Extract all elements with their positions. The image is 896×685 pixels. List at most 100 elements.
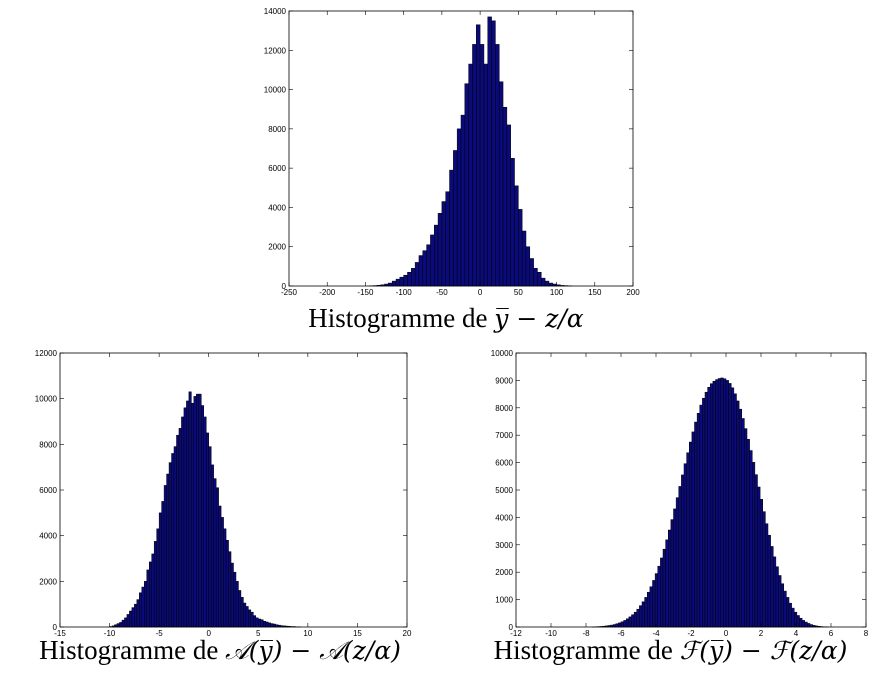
x-tick-label: 0 — [206, 629, 211, 638]
histogram-bar — [491, 20, 496, 287]
histogram-bar — [807, 623, 811, 628]
histogram-bar — [441, 201, 446, 287]
y-tick-label: 2000 — [39, 577, 57, 586]
histogram-bar — [479, 44, 485, 287]
histogram-bar — [681, 474, 685, 628]
histogram-bar — [717, 378, 721, 628]
x-tick-label: 2 — [759, 629, 764, 638]
histogram-bar — [456, 128, 462, 287]
histogram-bar — [205, 432, 209, 628]
histogram-bar — [258, 618, 262, 628]
x-tick-label: -250 — [281, 288, 298, 297]
histogram-bar — [765, 523, 769, 628]
histogram-bar — [699, 404, 703, 628]
histogram-bar — [230, 562, 234, 628]
histogram-bar — [173, 446, 177, 628]
x-tick-label: 20 — [403, 629, 412, 638]
axes-box — [288, 10, 634, 287]
histogram-bar — [121, 619, 125, 628]
histogram-bar — [796, 615, 800, 628]
histogram-bar — [437, 213, 443, 287]
x-tick-label: -10 — [545, 629, 557, 638]
caption-bottom-left-expr: 𝒜(y̅) − 𝒜(z/α) — [225, 636, 401, 665]
x-tick-label: -100 — [396, 288, 413, 297]
histogram-bar — [506, 124, 511, 287]
histogram-bar — [487, 16, 492, 287]
x-tick-label: 0 — [724, 629, 729, 638]
histogram-bar — [647, 591, 651, 628]
histogram-bar — [744, 428, 748, 628]
histogram-bar — [710, 383, 714, 628]
histogram-bar — [156, 528, 160, 628]
histogram-bar — [399, 276, 404, 287]
histogram-bar — [728, 383, 732, 628]
histogram-bar — [804, 621, 808, 628]
y-tick-label: 10000 — [491, 349, 514, 358]
x-tick-label: 15 — [353, 629, 362, 638]
histogram-bar — [183, 407, 187, 628]
y-tick-label: 4000 — [495, 513, 513, 522]
y-tick-label: 1000 — [495, 596, 513, 605]
histogram-bar — [510, 158, 515, 287]
histogram-bar — [131, 607, 135, 628]
x-tick-label: 4 — [794, 629, 799, 638]
y-tick-label: 4000 — [268, 203, 286, 212]
histogram-bar — [641, 601, 645, 628]
y-tick-label: 6000 — [495, 459, 513, 468]
caption-bottom-right-expr: ℱ(y̅) − ℱ(z/α) — [679, 636, 848, 665]
x-tick-label: -15 — [54, 629, 66, 638]
histogram-panel-top: -250 -200 -150 -100 -50 0 50 100 150 200 0 2000 4000… — [236, 0, 656, 345]
y-tick-label: 12000 — [264, 46, 287, 55]
histogram-bar — [191, 402, 195, 628]
histogram-bar — [670, 519, 674, 628]
histogram-bar — [733, 393, 737, 628]
histogram-bar — [233, 571, 237, 628]
histogram-bar — [778, 575, 782, 628]
histogram-bar — [476, 24, 481, 287]
histogram-bar — [683, 463, 687, 628]
histogram-bar — [186, 400, 190, 628]
y-tick-label: 10000 — [35, 395, 58, 404]
histogram-bar — [521, 230, 527, 287]
x-tick-label: -6 — [617, 629, 625, 638]
histogram-bar — [514, 185, 519, 287]
histogram-bar — [725, 380, 729, 628]
x-tick-label: 6 — [829, 629, 834, 638]
histogram-bar — [759, 499, 763, 628]
histogram-bar — [203, 416, 207, 628]
histogram-bar — [633, 611, 637, 628]
histogram-bar — [628, 616, 632, 628]
histogram-bar — [218, 505, 222, 628]
y-tick-label: 6000 — [268, 164, 286, 173]
histogram-bar — [153, 541, 157, 628]
histogram-bar — [537, 272, 542, 287]
histogram-bar — [791, 607, 795, 628]
y-tick-label: 7000 — [495, 431, 513, 440]
histogram-bar — [144, 581, 147, 628]
histogram-bar — [518, 209, 523, 287]
x-tick-label: -50 — [436, 288, 448, 297]
histogram-bar — [161, 501, 165, 628]
y-tick-label: 2000 — [268, 243, 286, 252]
x-tick-label: -4 — [652, 629, 660, 638]
histogram-bar — [433, 224, 439, 287]
histogram-bar — [129, 610, 133, 628]
caption-bottom-right-prefix: Histogramme de — [493, 635, 673, 665]
histogram-bar — [712, 380, 716, 628]
histogram-bar — [201, 405, 205, 628]
histogram-bar — [752, 462, 756, 628]
histogram-bar — [250, 611, 254, 628]
histogram-bar — [235, 581, 239, 628]
histogram-bar — [255, 617, 259, 628]
x-tick-label: 200 — [626, 288, 640, 297]
x-tick-label: 5 — [256, 629, 261, 638]
histogram-bar — [158, 512, 162, 628]
histogram-bar — [430, 234, 435, 287]
histogram-bar — [262, 621, 266, 628]
histogram-bar — [702, 397, 706, 628]
histogram-bar — [626, 618, 630, 628]
histogram-bar — [395, 278, 401, 287]
histogram-bar — [754, 474, 758, 628]
histogram-bar — [414, 262, 420, 287]
histogram-bar — [615, 623, 619, 628]
